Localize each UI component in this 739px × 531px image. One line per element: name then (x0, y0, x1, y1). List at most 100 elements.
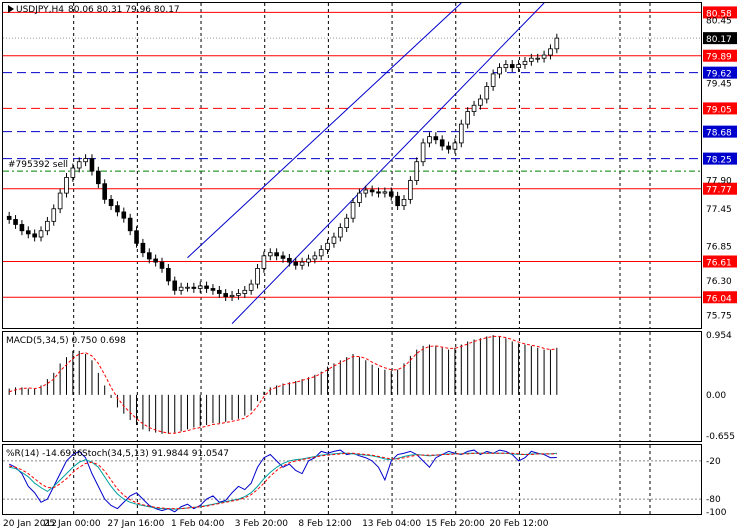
y-tick-label: 76.30 (706, 277, 732, 287)
level-price-label: 78.68 (706, 129, 732, 139)
candle (516, 60, 521, 73)
candle (420, 138, 426, 167)
candle (57, 188, 63, 214)
level-price-label: 79.62 (706, 70, 732, 80)
candle (350, 198, 356, 223)
candle (293, 257, 299, 270)
wpr-title: %R(14) -14.6936 (6, 449, 83, 459)
candle (25, 226, 31, 239)
y-tick-label: 80.45 (706, 17, 732, 27)
candle (522, 56, 528, 69)
candle (331, 232, 337, 248)
ohlc-values: 80.06 80.31 79.96 80.17 (68, 5, 180, 15)
y-tick-label: 77.45 (706, 205, 732, 215)
candle (452, 138, 458, 154)
candle (490, 69, 496, 91)
candle (446, 141, 451, 154)
candle (140, 238, 146, 258)
macd-panel-frame (2, 331, 702, 442)
candle (306, 254, 311, 267)
candle (357, 188, 362, 207)
candle (204, 281, 209, 293)
symbol-title: USDJPY,H4 (16, 5, 64, 15)
y-axis-labels: 80.58 79.89 79.62 79.05 78.68 78.25 77.77 76.61… (703, 6, 737, 518)
wpr-panel-frame (2, 444, 702, 515)
level-price-label: 79.05 (706, 105, 732, 115)
level-price-label: 77.77 (706, 186, 732, 196)
macd-title: MACD(5,34,5) 0.750 0.698 (6, 336, 126, 346)
candle (408, 176, 413, 204)
level-price-label: 80.58 (706, 9, 732, 19)
candle (76, 157, 82, 173)
candle (439, 135, 445, 151)
macd-y-tick: 0.954 (706, 331, 732, 341)
x-tick-label: 1 Feb 04:00 (171, 519, 225, 529)
candle (541, 50, 547, 63)
level-price-tag (703, 66, 737, 79)
candle (255, 264, 260, 289)
candle (497, 63, 502, 79)
y-tick-label: 77.90 (706, 177, 732, 187)
symbol-arrow-icon (8, 5, 14, 13)
candle (146, 248, 152, 264)
candle (395, 191, 400, 211)
candle (19, 220, 25, 236)
candle (45, 216, 50, 236)
candle (229, 290, 235, 302)
x-tick-label: 8 Feb 12:00 (298, 519, 352, 529)
order-label[interactable]: #795392 sell (8, 160, 68, 170)
osc-line-0 (8, 449, 557, 513)
candle (96, 166, 101, 189)
candle (32, 229, 37, 242)
macd-y-tick: 0.00 (706, 391, 726, 401)
candle (274, 248, 279, 261)
candle (13, 215, 18, 229)
candle (267, 248, 273, 261)
candle (134, 226, 139, 248)
candles (6, 33, 560, 302)
candle (478, 94, 483, 110)
osc-y-tick: -80 (706, 495, 721, 505)
x-tick-label: 27 Jan 16:00 (107, 519, 164, 529)
x-tick-label: 15 Feb 20:00 (426, 519, 485, 529)
level-price-tag (703, 291, 737, 304)
candle (178, 282, 184, 295)
candle (242, 285, 248, 298)
candle (108, 194, 114, 211)
candle (38, 226, 44, 242)
candle (172, 276, 178, 295)
level-price-label: 76.61 (706, 258, 732, 268)
candle (509, 60, 515, 73)
candle (127, 213, 133, 236)
candle (344, 213, 349, 233)
candle (261, 251, 267, 273)
level-price-tag (703, 49, 737, 62)
x-tick-label: 13 Feb 04:00 (362, 519, 421, 529)
candle (166, 264, 171, 286)
y-tick-label: 76.85 (706, 242, 732, 252)
candle (102, 179, 108, 204)
candle (210, 284, 216, 295)
level-price-tag (703, 125, 737, 138)
osc-y-tick: -20 (706, 457, 721, 467)
candle (503, 60, 509, 73)
candle (115, 201, 120, 217)
candle (6, 211, 12, 224)
candle (433, 132, 439, 145)
x-tick-label: 20 Feb 12:00 (489, 519, 548, 529)
candle (458, 119, 464, 148)
macd-histogram (8, 335, 558, 434)
candle (529, 53, 534, 66)
x-tick-label: 3 Feb 20:00 (235, 519, 289, 529)
candle (401, 194, 407, 211)
candle (414, 157, 420, 185)
candle (382, 187, 388, 198)
macd-y-tick: -0.655 (706, 432, 735, 442)
candle (535, 53, 541, 63)
osc-y-tick: -100 (706, 508, 727, 518)
channel-lower-line (231, 2, 545, 324)
candle (325, 238, 330, 254)
level-price-label: 76.04 (706, 294, 732, 304)
candle (280, 251, 286, 263)
